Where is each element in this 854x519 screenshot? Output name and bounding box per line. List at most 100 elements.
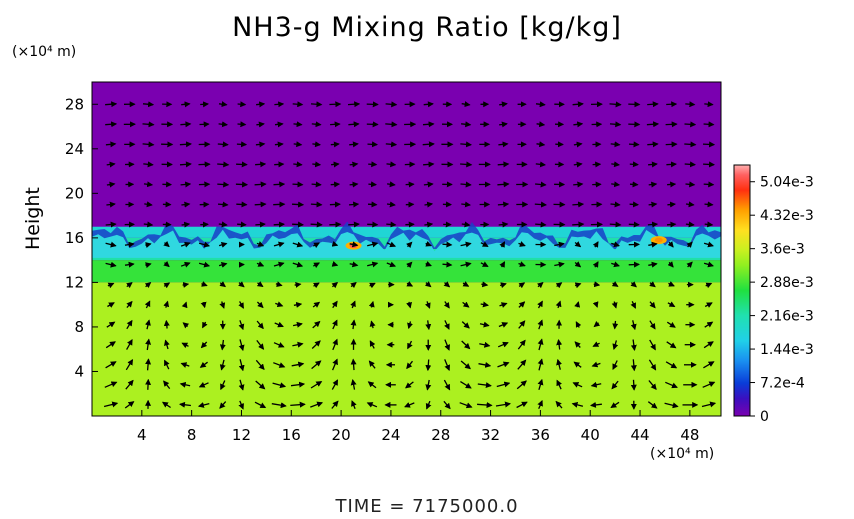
wind-arrow xyxy=(311,181,322,188)
wind-arrow xyxy=(573,121,584,128)
wind-arrow xyxy=(498,141,509,148)
wind-arrow xyxy=(256,261,265,267)
wind-arrow xyxy=(647,101,659,108)
wind-arrow xyxy=(649,301,656,309)
wind-arrow xyxy=(666,341,677,349)
wind-arrow xyxy=(703,361,715,369)
wind-arrow xyxy=(592,241,599,248)
wind-arrow xyxy=(685,221,695,228)
wind-arrow xyxy=(106,181,116,188)
wind-arrow xyxy=(273,201,286,208)
wind-arrow xyxy=(630,379,637,391)
wind-arrow xyxy=(125,379,134,390)
wind-arrow xyxy=(218,262,228,268)
wind-arrow xyxy=(703,161,715,168)
wind-arrow xyxy=(480,261,489,267)
wind-arrow xyxy=(292,261,304,268)
wind-arrow xyxy=(143,221,154,228)
wind-arrow xyxy=(367,241,379,248)
wind-arrow xyxy=(459,402,473,409)
wind-arrow xyxy=(237,101,247,108)
wind-arrow xyxy=(274,141,284,148)
wind-arrow xyxy=(254,181,267,188)
x-tick-label: 16 xyxy=(282,426,301,444)
y-tick-label: 28 xyxy=(65,95,84,113)
wind-arrow xyxy=(291,201,305,208)
wind-arrow xyxy=(386,201,396,208)
wind-arrow xyxy=(200,301,207,309)
wind-arrow xyxy=(554,241,565,248)
wind-arrow xyxy=(256,301,264,309)
wind-arrow xyxy=(665,141,678,148)
wind-arrow xyxy=(332,319,338,330)
y-axis-ticks: 4 8 12 16 20 24 28 xyxy=(65,95,98,380)
wind-arrow xyxy=(518,261,526,267)
wind-arrow xyxy=(126,319,133,330)
time-label: TIME = 7175000.0 xyxy=(335,496,519,517)
wind-arrow xyxy=(460,261,472,268)
wind-arrow xyxy=(537,378,544,390)
wind-arrow xyxy=(312,320,321,329)
wind-arrow xyxy=(181,301,188,309)
wind-arrow xyxy=(369,282,376,289)
wind-arrow xyxy=(348,201,360,208)
wind-arrow xyxy=(219,339,226,351)
wind-arrow xyxy=(164,359,170,370)
wind-arrow xyxy=(555,282,563,289)
wind-arrow xyxy=(103,401,119,408)
wind-arrow xyxy=(163,240,170,248)
colorbar-tick-label: 7.2e-4 xyxy=(760,376,805,392)
wind-arrow xyxy=(648,241,658,248)
wind-arrow xyxy=(425,359,432,372)
wind-arrow xyxy=(181,101,191,108)
wind-arrow xyxy=(443,281,451,288)
wind-arrow xyxy=(312,141,321,148)
plot-frame xyxy=(91,81,722,417)
wind-arrow xyxy=(254,401,267,409)
wind-arrow xyxy=(537,338,544,351)
wind-arrow xyxy=(331,300,338,309)
wind-arrow xyxy=(386,221,397,228)
wind-arrow xyxy=(330,121,341,128)
wind-arrow xyxy=(106,321,116,328)
wind-arrow xyxy=(425,379,432,391)
wind-arrow xyxy=(499,282,507,289)
wind-arrow xyxy=(422,121,435,128)
wind-arrow xyxy=(124,241,135,248)
wind-arrow xyxy=(331,240,339,247)
wind-arrow xyxy=(649,339,656,351)
wind-arrow xyxy=(555,400,563,409)
wind-arrow xyxy=(125,358,134,371)
wind-arrow xyxy=(460,381,472,389)
wind-arrow xyxy=(407,321,413,330)
wind-arrow xyxy=(575,321,582,328)
wind-arrow xyxy=(198,261,211,268)
wind-arrow xyxy=(143,181,154,188)
wind-arrow xyxy=(236,141,248,148)
wind-arrow xyxy=(666,321,676,328)
wind-arrow xyxy=(145,242,152,249)
wind-arrow xyxy=(312,262,320,269)
wind-arrow xyxy=(144,300,151,309)
wind-arrow xyxy=(235,181,249,188)
wind-arrow xyxy=(535,181,547,188)
wind-arrow xyxy=(443,301,450,309)
wind-arrow xyxy=(350,319,357,330)
wind-arrow xyxy=(647,141,659,148)
wind-arrow xyxy=(665,361,678,369)
wind-arrow xyxy=(126,300,133,309)
wind-arrow xyxy=(685,201,695,208)
wind-arrow xyxy=(612,320,619,330)
wind-arrow xyxy=(256,281,264,287)
wind-arrow xyxy=(256,320,264,330)
wind-arrow xyxy=(648,359,657,371)
wind-arrow xyxy=(649,320,656,330)
wind-arrow xyxy=(386,161,397,168)
wind-arrow xyxy=(310,221,323,228)
wind-arrow xyxy=(646,121,660,128)
x-tick-label: 4 xyxy=(137,426,147,444)
wind-arrow xyxy=(350,300,356,309)
field-layer-3 xyxy=(92,260,721,283)
wind-arrow xyxy=(331,379,339,390)
wind-arrow xyxy=(537,319,544,330)
